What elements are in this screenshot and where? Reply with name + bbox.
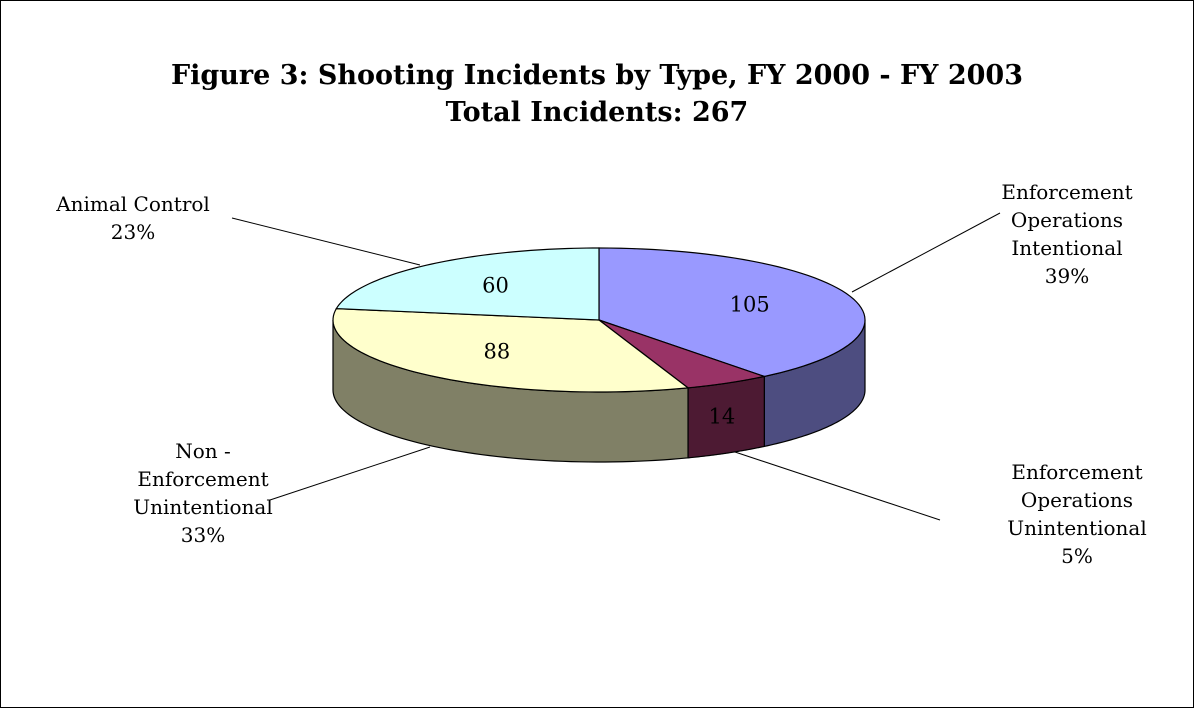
leader-line [734,451,941,521]
category-label: Animal Control [56,192,210,216]
percent-label: 33% [180,523,226,547]
leader-line [851,212,1001,293]
category-label: Enforcement Operations Unintentional [1007,460,1147,540]
slice [332,307,690,393]
category-label: Enforcement Operations Intentional [1001,180,1133,260]
data-label: 88 [484,340,511,364]
data-label: 105 [730,292,770,316]
percent-label: 5% [1061,544,1093,568]
leader-line [231,217,421,266]
leader-line [269,446,431,501]
slice [598,319,767,389]
chart-subtitle: Total Incidents: 267 [445,97,749,128]
chart-title: Figure 3: Shooting Incidents by Type, FY… [170,60,1024,91]
category-label: Non - Enforcement Unintentional [133,439,273,519]
percent-label: 23% [110,220,156,244]
slice [335,247,600,321]
data-label: 60 [482,274,509,298]
percent-label: 39% [1044,264,1090,288]
slice [598,247,866,378]
data-label: 14 [709,404,736,428]
